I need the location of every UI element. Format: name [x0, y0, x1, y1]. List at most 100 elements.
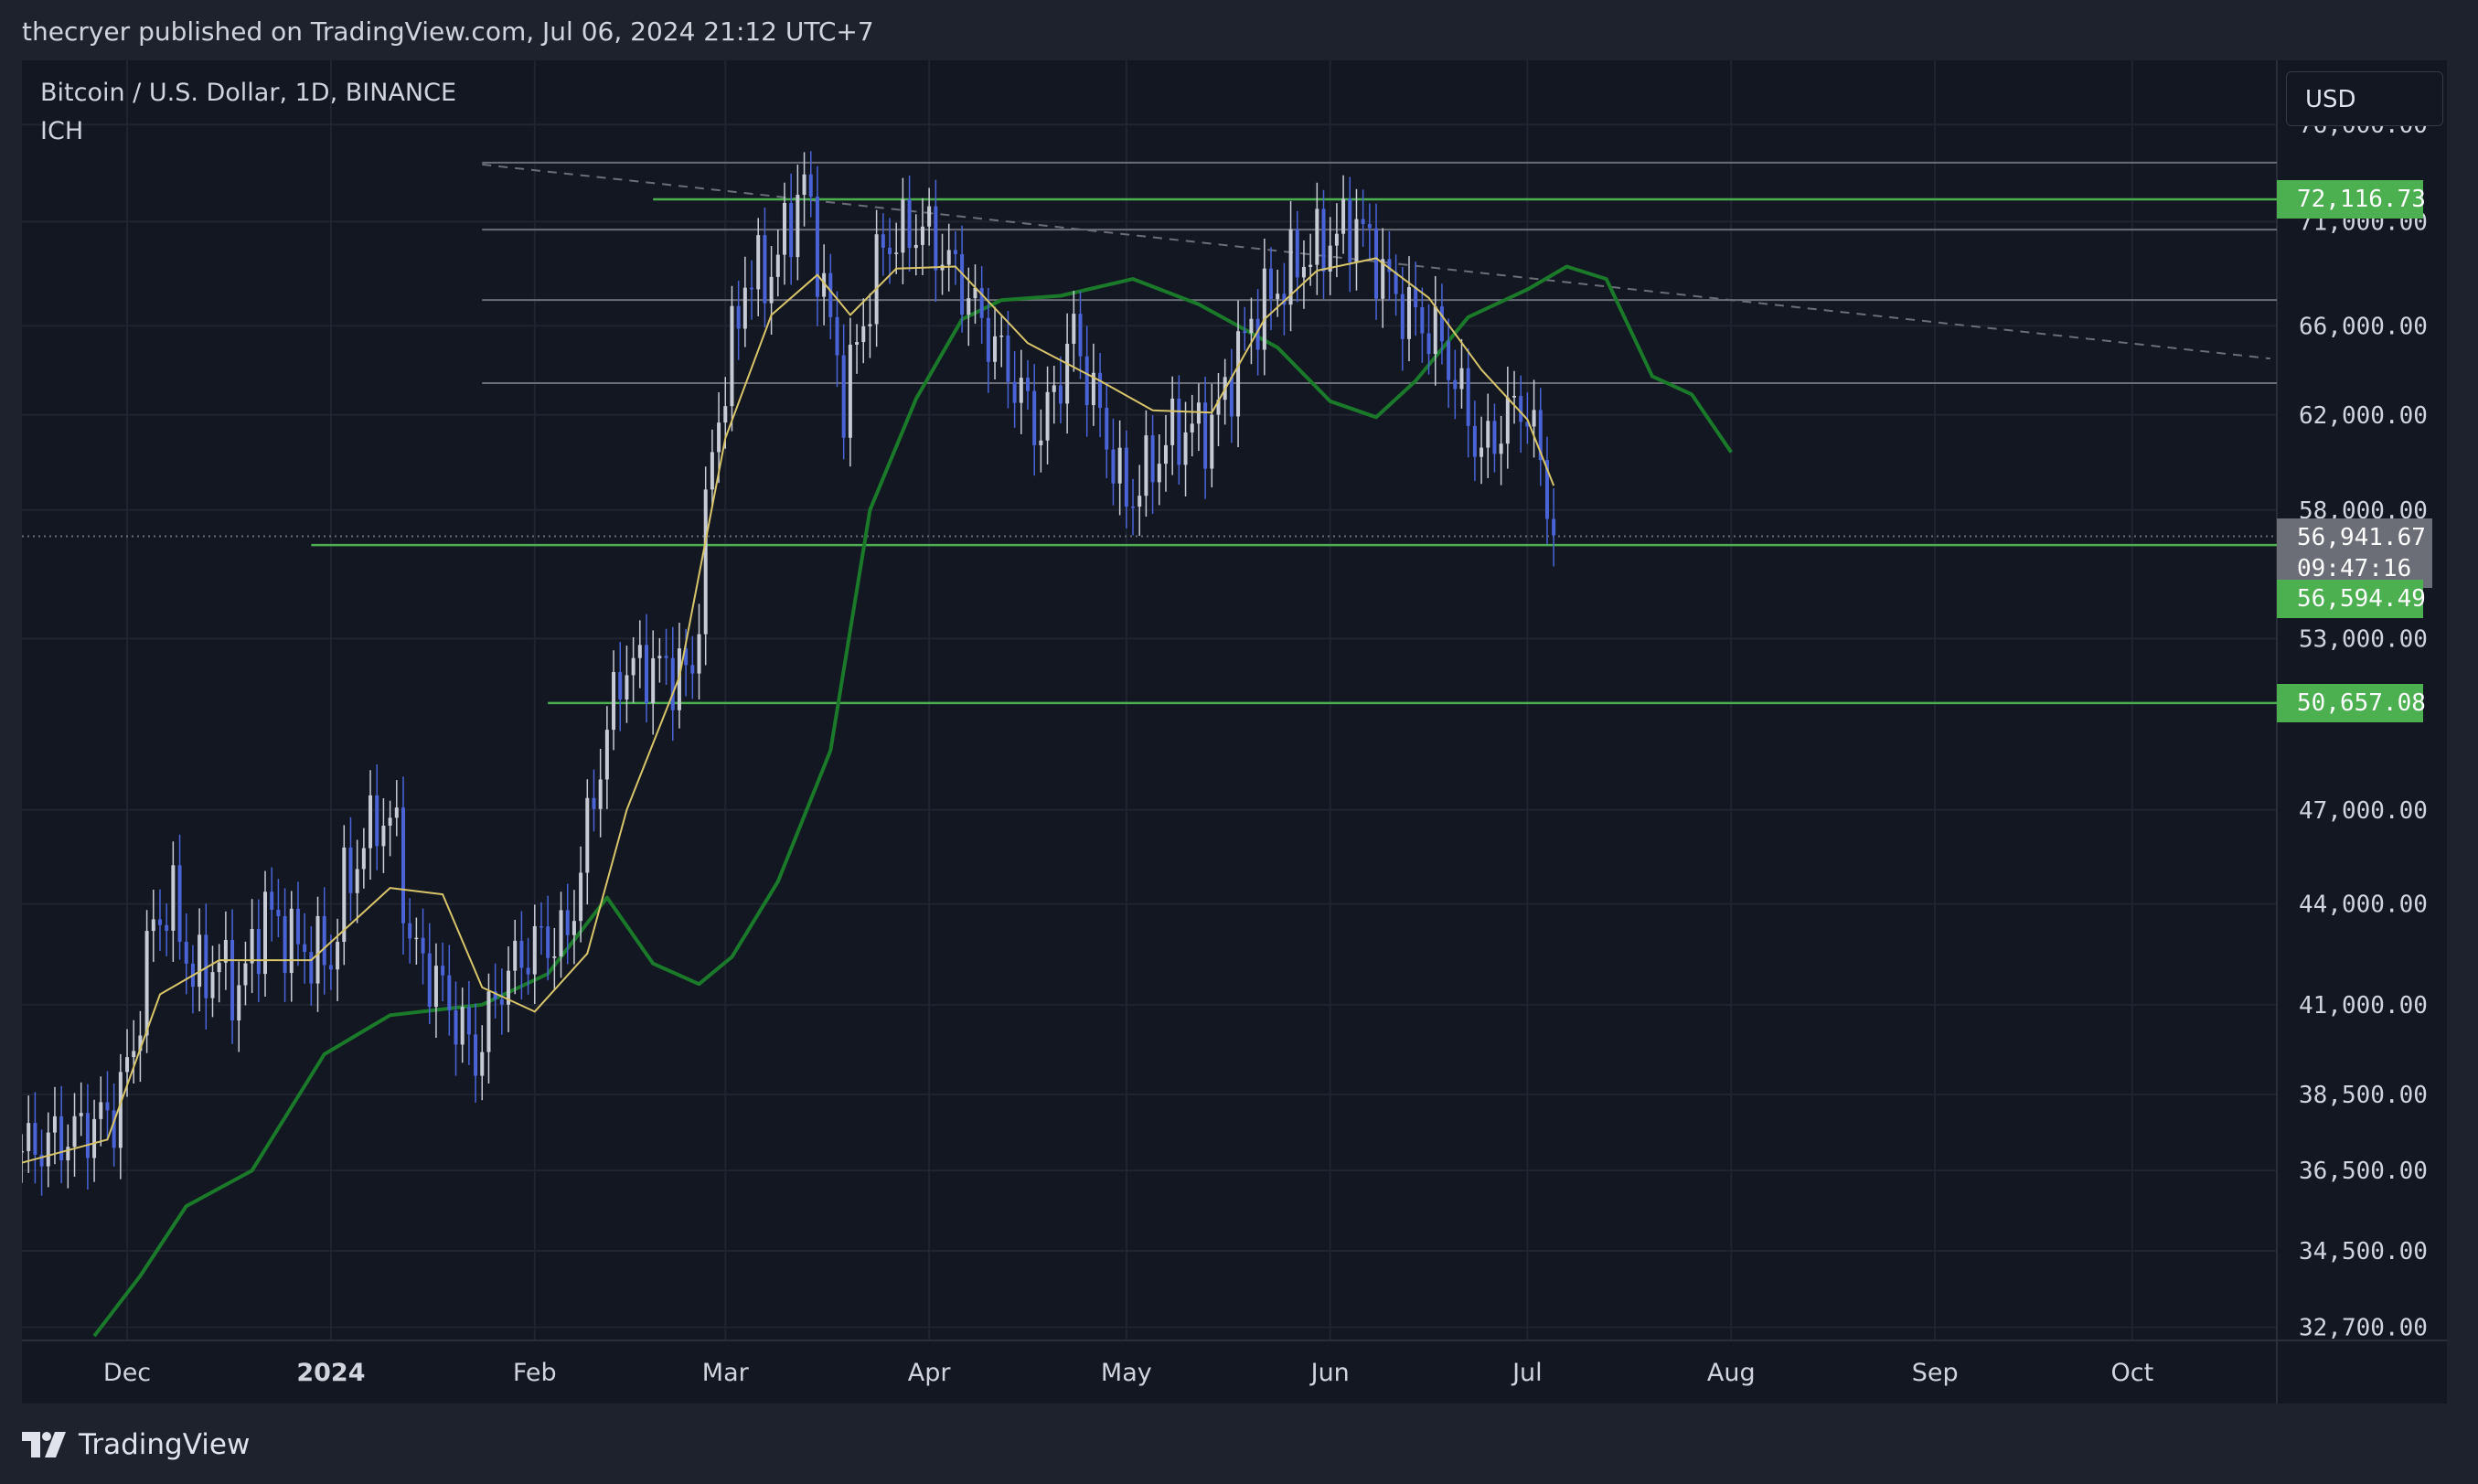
- candle-body: [796, 195, 800, 258]
- candle-body: [1229, 377, 1234, 417]
- candle-body: [697, 634, 701, 674]
- candle-body: [303, 944, 307, 953]
- candle-body: [295, 908, 300, 945]
- candle-body: [1486, 421, 1490, 448]
- chart-area[interactable]: 76,000.0071,000.0066,000.0062,000.0058,0…: [22, 60, 2447, 1404]
- candle-body: [1447, 341, 1451, 380]
- candle-body: [1098, 372, 1103, 409]
- candle-body: [421, 937, 425, 954]
- candle-body: [1216, 400, 1221, 415]
- candle-body: [92, 1118, 97, 1158]
- candle-body: [999, 335, 1004, 337]
- candle-body: [460, 1007, 465, 1045]
- candle-body: [717, 422, 721, 453]
- candle-body: [85, 1113, 90, 1158]
- candle-body: [1433, 306, 1437, 355]
- candle-body: [454, 1009, 458, 1045]
- candle-body: [1052, 385, 1056, 392]
- candle-body: [315, 915, 320, 984]
- candle-body: [1124, 447, 1128, 507]
- candle-body: [474, 1034, 478, 1076]
- candle-body: [637, 645, 642, 658]
- price-chart[interactable]: 76,000.0071,000.0066,000.0062,000.0058,0…: [22, 60, 2447, 1404]
- candle-body: [1105, 408, 1109, 450]
- current-price-tag: 56,941.67 09:47:16: [2277, 518, 2432, 588]
- candle-body: [1348, 198, 1352, 262]
- candle-body: [802, 174, 806, 196]
- tradingview-logo[interactable]: TradingView: [22, 1425, 250, 1465]
- candle-body: [486, 991, 491, 1052]
- candle-body: [979, 287, 984, 318]
- candle-body: [27, 1123, 31, 1151]
- candle-body: [388, 817, 392, 827]
- candle-body: [342, 847, 347, 943]
- level-price-tag-low: 50,657.08: [2277, 683, 2426, 722]
- candle-body: [901, 199, 905, 253]
- x-tick-label: Mar: [702, 1359, 750, 1387]
- y-tick-label: 66,000.00: [2299, 313, 2428, 340]
- symbol-title[interactable]: Bitcoin / U.S. Dollar, 1D, BINANCE: [40, 79, 457, 107]
- candle-body: [1426, 333, 1431, 355]
- candle-body: [1334, 233, 1339, 246]
- candle-body: [1479, 447, 1484, 457]
- candle-body: [1295, 229, 1299, 278]
- candle-body: [730, 305, 734, 407]
- candle-body: [198, 934, 202, 988]
- candle-body: [723, 406, 728, 423]
- candle-body: [1138, 496, 1142, 507]
- candle-body: [328, 965, 333, 970]
- candle-body: [401, 807, 405, 923]
- candle-body: [52, 1116, 57, 1133]
- candle-body: [39, 1154, 44, 1167]
- candle-body: [309, 952, 314, 984]
- candle-body: [1196, 402, 1201, 424]
- candle-body: [1374, 228, 1379, 299]
- trendline: [482, 163, 2270, 360]
- candle-body: [79, 1113, 83, 1116]
- candle-body: [742, 287, 747, 329]
- candle-body: [99, 1102, 103, 1119]
- candle-body: [507, 970, 511, 1005]
- candle-body: [361, 848, 366, 870]
- candle-body: [263, 891, 268, 975]
- candle-body: [973, 287, 977, 299]
- candle-body: [888, 247, 892, 254]
- candle-body: [1084, 356, 1089, 406]
- x-tick-label: Sep: [1912, 1359, 1959, 1387]
- y-tick-label: 38,500.00: [2299, 1082, 2428, 1109]
- candle-body: [223, 939, 228, 963]
- candle-body: [184, 942, 188, 964]
- candle-body: [664, 656, 668, 658]
- candle-body: [1131, 506, 1136, 508]
- candle-body: [1243, 331, 1247, 334]
- x-tick-label: Apr: [908, 1359, 952, 1387]
- chart-background: [22, 60, 2447, 1404]
- candle-body: [775, 254, 780, 277]
- candle-body: [861, 326, 866, 343]
- candle-body: [1472, 425, 1477, 457]
- candle-body: [433, 966, 438, 1008]
- candle-body: [1301, 266, 1306, 278]
- candle-body: [1532, 410, 1536, 427]
- indicator-label[interactable]: ICH: [40, 117, 84, 145]
- tradingview-brand-text: TradingView: [79, 1428, 251, 1461]
- candle-body: [1058, 385, 1063, 404]
- level-price-tag-top: 72,116.73: [2277, 180, 2426, 219]
- candle-body: [559, 910, 563, 956]
- candle-body: [841, 355, 846, 438]
- x-tick-label: Jun: [1309, 1359, 1350, 1387]
- candle-body: [375, 795, 379, 847]
- candle-body: [125, 1057, 130, 1073]
- candle-body: [526, 967, 530, 975]
- candle-body: [355, 869, 359, 893]
- currency-button[interactable]: USD: [2286, 71, 2443, 126]
- candle-body: [960, 253, 965, 315]
- candle-body: [993, 336, 998, 362]
- candle-body: [651, 657, 656, 704]
- candle-body: [881, 234, 885, 248]
- candle-body: [1170, 398, 1175, 445]
- candle-body: [874, 234, 879, 325]
- level-price-tag-mid: 56,594.49: [2277, 580, 2426, 619]
- candle-body: [927, 206, 932, 227]
- y-tick-label: 36,500.00: [2299, 1158, 2428, 1185]
